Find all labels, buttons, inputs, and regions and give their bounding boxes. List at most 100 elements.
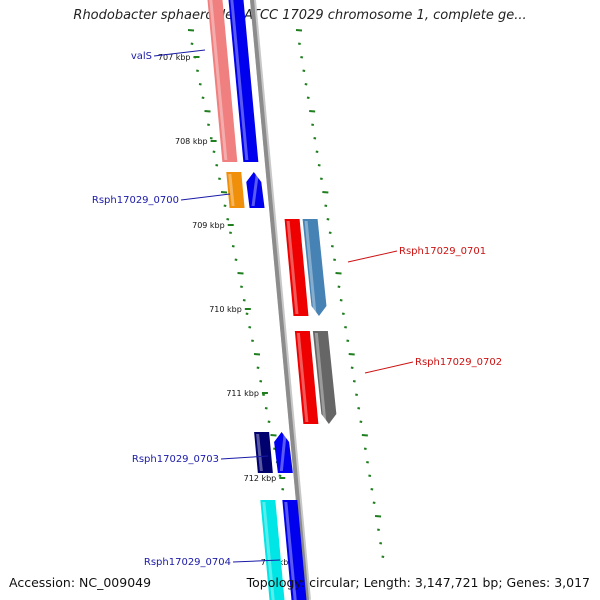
- gene-feature-bar: [294, 331, 319, 424]
- tick-mark: [251, 339, 254, 342]
- tick-mark: [212, 150, 216, 153]
- tick-mark: [245, 312, 249, 315]
- backbone: [250, 0, 311, 600]
- gene-feature-bar: [207, 0, 238, 162]
- tick-mark: [300, 56, 304, 59]
- tick-mark: [379, 542, 383, 545]
- tick-mark: [328, 231, 332, 234]
- tick-mark: [348, 353, 355, 356]
- tick-mark: [248, 326, 252, 329]
- cds-arrow: [312, 331, 337, 424]
- tick-label: 712 kbp: [244, 474, 277, 483]
- label-leader-line: [364, 361, 414, 374]
- tick-mark: [201, 96, 205, 99]
- gene-label: Rsph17029_0700: [92, 195, 179, 206]
- tick-mark: [209, 137, 213, 140]
- tick-mark: [256, 366, 260, 369]
- label-leader-line: [220, 455, 269, 460]
- label-leader-line: [232, 559, 281, 563]
- gene-feature-bar: [260, 500, 285, 600]
- feature-highlight: [296, 333, 309, 422]
- cds-arrow: [282, 500, 307, 600]
- feature-highlight: [251, 174, 259, 206]
- feature-highlight: [230, 0, 249, 160]
- cds-arrow: [302, 219, 327, 316]
- tick-mark: [368, 474, 372, 477]
- gene-feature-bar: [226, 172, 245, 208]
- tick-mark: [335, 272, 342, 275]
- gene-label: valS: [131, 51, 152, 62]
- tick-marks: 707 kbp 708 kbp 709 kbp 710 kbp 711 kbp 712 k…: [158, 29, 385, 572]
- tick-mark: [231, 245, 235, 248]
- gene-feature-bar: [254, 432, 273, 473]
- tick-mark: [319, 177, 323, 180]
- tick-mark: [366, 461, 369, 464]
- tick-mark: [333, 258, 337, 261]
- tick-mark: [330, 245, 334, 248]
- tick-mark: [267, 420, 271, 423]
- tick-label: 711 kbp: [226, 389, 259, 398]
- label-leader-line: [347, 250, 398, 263]
- gene-features[interactable]: [207, 0, 337, 600]
- tick-mark: [240, 285, 243, 288]
- tick-mark: [196, 69, 199, 72]
- tick-mark: [264, 407, 268, 410]
- cds-arrow: [274, 432, 293, 473]
- tick-mark: [313, 137, 317, 140]
- feature-highlight: [279, 434, 287, 471]
- tick-label: 710 kbp: [209, 305, 242, 314]
- tick-mark: [359, 420, 363, 423]
- gene-label: Rsph17029_0702: [415, 357, 502, 368]
- cds-arrow: [228, 0, 259, 162]
- tick-mark: [311, 123, 315, 126]
- backbone-line: [250, 0, 309, 600]
- tick-mark: [339, 299, 343, 302]
- tick-mark: [226, 218, 230, 221]
- tick-mark: [215, 164, 219, 167]
- tick-label: 708 kbp: [175, 137, 208, 146]
- tick-mark: [218, 177, 221, 180]
- tick-mark: [220, 191, 228, 194]
- tick-label: 707 kbp: [158, 53, 191, 62]
- map-title: Rhodobacter sphaeroides ATCC 17029 chrom…: [73, 8, 527, 23]
- tick-mark: [352, 380, 356, 383]
- tick-mark: [262, 393, 265, 396]
- tick-mark: [304, 83, 308, 86]
- gene-feature-bar: [284, 219, 309, 316]
- tick-mark: [204, 110, 211, 113]
- tick-mark: [237, 272, 244, 275]
- accession-text: Accession: NC_009049: [9, 575, 152, 590]
- tick-mark: [355, 393, 358, 396]
- genome-summary: Topology: circular; Length: 3,147,721 bp…: [246, 575, 590, 590]
- tick-mark: [350, 366, 354, 369]
- tick-mark: [344, 326, 347, 329]
- tick-mark: [190, 42, 194, 45]
- label-leader-line: [180, 193, 231, 201]
- tick-mark: [270, 434, 277, 437]
- tick-mark: [377, 528, 380, 531]
- tick-mark: [302, 69, 306, 72]
- tick-mark: [306, 96, 310, 99]
- tick-mark: [297, 42, 301, 45]
- tick-label: 709 kbp: [192, 221, 225, 230]
- feature-highlight: [284, 502, 297, 600]
- tick-mark: [326, 218, 330, 221]
- tick-mark: [278, 474, 282, 477]
- tick-mark: [187, 29, 195, 32]
- tick-mark: [234, 258, 238, 261]
- tick-mark: [381, 555, 385, 558]
- gene-label: Rsph17029_0703: [132, 454, 219, 465]
- tick-mark: [315, 150, 319, 153]
- tick-mark: [207, 123, 210, 126]
- label-leader-line: [153, 49, 206, 57]
- tick-mark: [229, 231, 232, 234]
- tick-mark: [259, 380, 263, 383]
- tick-mark: [242, 299, 246, 302]
- tick-mark: [253, 353, 261, 356]
- feature-highlight: [256, 434, 263, 471]
- cds-arrow: [246, 172, 265, 208]
- tick-mark: [370, 488, 374, 491]
- tick-mark: [374, 515, 382, 518]
- tick-mark: [324, 204, 328, 207]
